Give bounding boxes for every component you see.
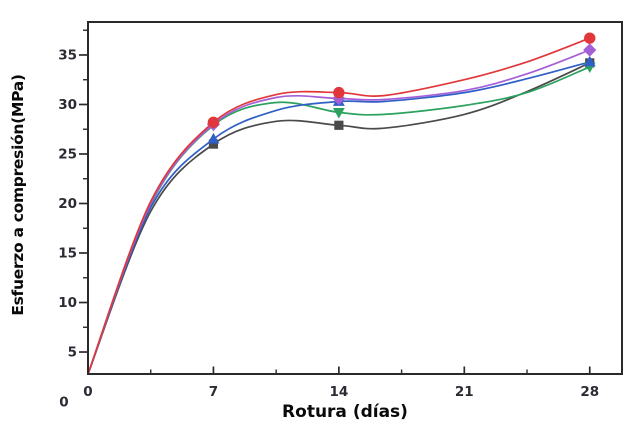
marker-diamond-morada <box>583 43 597 57</box>
series-lines-group <box>89 37 591 373</box>
marker-circle-roja <box>333 86 345 99</box>
series-line-azul <box>89 61 591 373</box>
plot-frame <box>87 21 623 375</box>
series-markers-group <box>206 32 597 149</box>
y-tick-label: 10 <box>58 295 77 311</box>
x-axis-title: Rotura (días) <box>282 402 408 422</box>
series-line-morada <box>89 49 591 373</box>
marker-triangle-down-verde <box>332 108 345 119</box>
marker-square-negra <box>334 120 344 130</box>
axes-group: 0 5 10 15 20 25 30 35 0 7 14 21 28 <box>58 29 599 411</box>
x-tick-label: 28 <box>580 384 599 400</box>
y-tick-label: 30 <box>58 97 77 113</box>
x-tick-label: 14 <box>329 384 348 400</box>
x-tick-label: 0 <box>83 384 92 400</box>
marker-square-negra <box>208 139 219 149</box>
y-tick-label: 15 <box>58 246 77 262</box>
y-axis-title: Esfuerzo a compresión(MPa) <box>9 74 27 316</box>
marker-triangle-up-azul <box>207 132 220 144</box>
x-tick-label: 21 <box>455 384 474 400</box>
y-tick-label: 25 <box>58 147 77 163</box>
marker-triangle-up-azul <box>583 55 596 67</box>
series-line-roja <box>89 37 591 373</box>
y-tick-label: 0 <box>59 395 68 411</box>
marker-circle-roja <box>584 32 596 44</box>
series-line-negra <box>89 62 591 373</box>
x-tick-label: 7 <box>209 384 218 400</box>
marker-circle-roja <box>207 116 220 129</box>
y-tick-label: 35 <box>58 48 77 64</box>
y-tick-label: 5 <box>68 345 77 361</box>
y-tick-label: 20 <box>58 196 77 212</box>
